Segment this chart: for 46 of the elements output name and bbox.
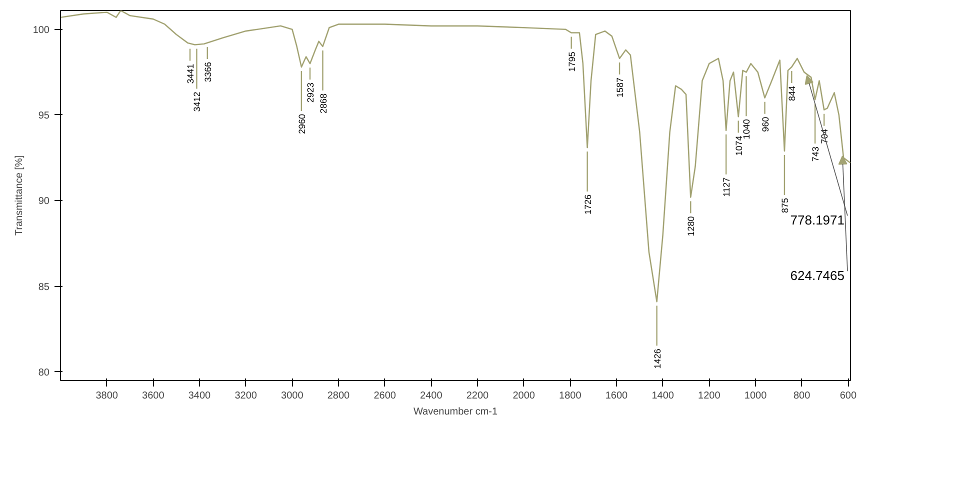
x-tick-label: 1600 (605, 390, 628, 402)
x-tick-label: 1800 (559, 390, 582, 402)
annotation: 875 (780, 198, 790, 213)
x-tick-label: 2400 (420, 390, 443, 402)
y-tick-label: 100 (32, 24, 50, 36)
x-tick-label: 2800 (327, 390, 350, 402)
annotation: 1726 (582, 194, 593, 215)
annotation: 3412 (192, 92, 202, 112)
x-tick-label: 3800 (96, 390, 118, 402)
y-tick-label: 85 (38, 282, 50, 293)
annotation: 3366 (202, 62, 213, 82)
x-tick-label: 1200 (698, 390, 721, 402)
annotation: 704 (820, 128, 830, 144)
y-tick-label: 90 (38, 196, 50, 208)
annotation: 778.1971 (790, 212, 845, 228)
annotation: 2960 (296, 114, 307, 134)
annotation: 844 (787, 86, 798, 102)
x-tick-label: 2200 (466, 390, 490, 402)
annotation: 3441 (186, 64, 196, 84)
y-tick-label: 80 (38, 367, 50, 378)
annotation: 2868 (318, 93, 328, 114)
x-tick-label: 2000 (512, 390, 536, 402)
y-tick-label: 95 (38, 110, 50, 122)
annotation: 743 (810, 146, 821, 162)
x-tick-label: 2600 (374, 390, 396, 402)
annotation: 1040 (742, 119, 752, 140)
x-tick-label: 1000 (744, 390, 768, 402)
x-tick-label: 3000 (281, 390, 304, 402)
annotation: 1426 (652, 348, 662, 369)
annotation: 1127 (722, 177, 732, 197)
annotation: 2923 (306, 82, 316, 103)
x-tick-label: 3200 (234, 390, 258, 402)
y-axis-title: Transmittance [%] (14, 155, 25, 236)
annotation: 1587 (615, 77, 626, 98)
x-tick-label: 1400 (652, 390, 674, 402)
x-axis-title: Wavenumber cm-1 (413, 406, 498, 418)
x-tick-label: 3600 (142, 390, 165, 402)
line-series (60, 10, 850, 302)
annotation: 1795 (566, 52, 577, 72)
x-tick-label: 600 (840, 390, 857, 402)
x-tick-label: 800 (794, 390, 811, 402)
annotation: 624.7465 (790, 268, 845, 284)
annotation: 960 (760, 116, 770, 132)
x-tick-label: 3400 (188, 390, 212, 402)
annotation: 1280 (686, 216, 696, 236)
annotation: 1074 (734, 136, 744, 156)
